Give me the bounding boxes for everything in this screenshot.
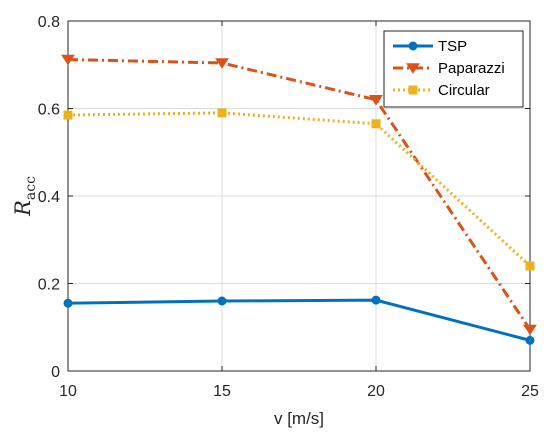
data-point-circular bbox=[371, 119, 381, 129]
data-point-paparazzi bbox=[369, 95, 383, 106]
data-point-paparazzi bbox=[523, 324, 537, 336]
data-point-circular bbox=[217, 108, 227, 118]
x-tick-label: 10 bbox=[59, 383, 77, 400]
data-point-tsp bbox=[63, 298, 73, 308]
legend-marker-circular bbox=[408, 85, 418, 95]
legend-label-paparazzi: Paparazzi bbox=[438, 60, 505, 77]
legend-label-tsp: TSP bbox=[438, 38, 467, 55]
series-lines bbox=[61, 54, 537, 345]
data-point-tsp bbox=[217, 296, 227, 306]
x-tick-label: 20 bbox=[367, 383, 385, 400]
data-point-paparazzi bbox=[61, 54, 75, 66]
legend-label-circular: Circular bbox=[438, 82, 490, 99]
data-point-circular bbox=[525, 261, 535, 271]
legend-marker-paparazzi bbox=[406, 63, 420, 74]
y-tick-label: 0.2 bbox=[38, 277, 60, 294]
series-tsp bbox=[63, 295, 535, 345]
legend-item-tsp: TSP bbox=[393, 38, 467, 55]
legend-item-circular: Circular bbox=[393, 82, 490, 99]
x-ticks: 10 15 20 25 bbox=[59, 21, 539, 400]
legend-item-paparazzi: Paparazzi bbox=[393, 60, 505, 77]
y-axis-label: Racc bbox=[11, 176, 39, 217]
data-point-paparazzi bbox=[215, 58, 229, 69]
x-tick-label: 15 bbox=[213, 383, 231, 400]
data-point-tsp bbox=[371, 295, 381, 305]
y-tick-label: 0.8 bbox=[38, 14, 60, 31]
series-circular bbox=[63, 108, 535, 271]
series-line-tsp bbox=[67, 298, 531, 342]
data-point-circular bbox=[63, 110, 73, 120]
legend-items: TSP Paparazzi Circular bbox=[393, 38, 505, 99]
y-tick-label: 0.6 bbox=[38, 102, 60, 119]
y-ticks: 0 0.2 0.4 0.6 0.8 bbox=[38, 14, 530, 381]
x-axis-label: v [m/s] bbox=[274, 409, 324, 428]
legend: TSP Paparazzi Circular bbox=[383, 30, 524, 108]
data-point-tsp bbox=[525, 335, 535, 345]
series-line-circular bbox=[67, 111, 532, 268]
legend-marker-tsp bbox=[408, 41, 418, 51]
y-tick-label: 0.4 bbox=[38, 189, 60, 206]
x-tick-label: 25 bbox=[521, 383, 539, 400]
series-paparazzi bbox=[61, 54, 537, 336]
y-tick-label: 0 bbox=[51, 364, 60, 381]
